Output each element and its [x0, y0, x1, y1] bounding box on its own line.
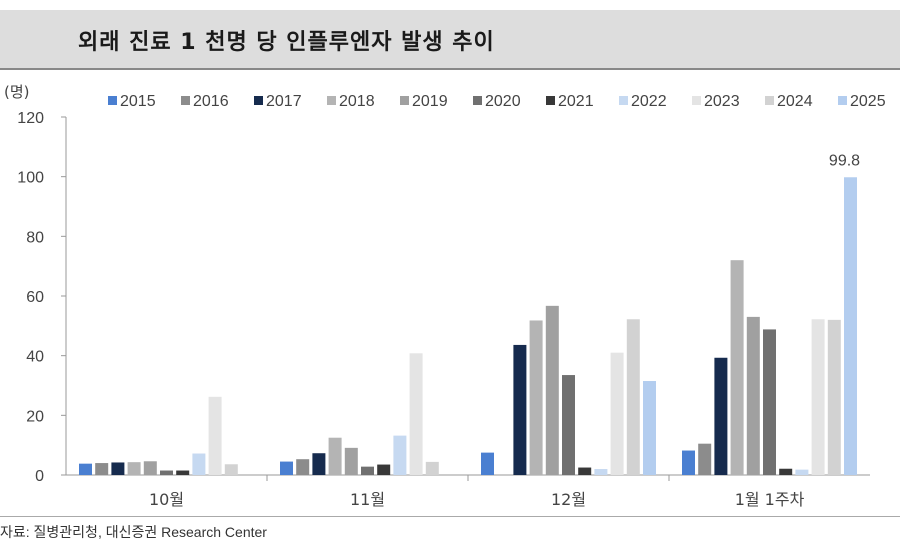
y-tick-label: 40 — [26, 349, 44, 366]
bar-2025-2 — [643, 381, 656, 475]
legend-label-2018: 2018 — [339, 93, 375, 110]
bar-2021-2 — [578, 467, 592, 475]
bar-2024-0 — [224, 464, 238, 475]
bar-2017-0 — [111, 462, 125, 475]
bar-2019-2 — [545, 305, 559, 475]
legend-swatch-2023 — [692, 96, 701, 105]
legend-label-2017: 2017 — [266, 93, 302, 110]
footer-divider — [0, 516, 900, 517]
bar-2022-2 — [594, 469, 608, 475]
bar-2017-1 — [312, 453, 326, 475]
bar-2017-2 — [513, 344, 527, 475]
bar-2021-1 — [377, 464, 391, 475]
bar-2021-3 — [779, 468, 793, 475]
legend-swatch-2024 — [765, 96, 774, 105]
legend-label-2024: 2024 — [777, 93, 813, 110]
y-tick-label: 60 — [26, 289, 44, 306]
bar-2015-1 — [280, 461, 293, 475]
y-unit-label: (명) — [4, 83, 30, 101]
bar-2018-2 — [529, 320, 543, 475]
legend-label-2019: 2019 — [412, 93, 448, 110]
chart-labels: 0 20 40 60 80 100 120 (명) 10월 11월 12월 1월 1주차 99.8 — [4, 83, 860, 509]
legend-swatch-2022 — [619, 96, 628, 105]
bar-2023-0 — [208, 396, 222, 475]
chart-bars — [79, 177, 857, 475]
legend-swatch-2025 — [838, 96, 847, 105]
y-tick-label: 120 — [17, 110, 44, 127]
legend-swatch-2015 — [108, 96, 117, 105]
bar-2020-0 — [160, 470, 173, 475]
legend-label-2025: 2025 — [850, 93, 886, 110]
legend-label-2015: 2015 — [120, 93, 156, 110]
legend-swatch-2021 — [546, 96, 555, 105]
legend-swatch-2018 — [327, 96, 336, 105]
bar-2020-3 — [763, 329, 776, 475]
y-tick-label: 80 — [26, 229, 44, 246]
chart-title: 외래 진료 1 천명 당 인플루엔자 발생 추이 — [78, 30, 495, 55]
bar-chart: 2015 2016 2017 2018 2019 2020 2021 2022 2023 2024… — [4, 83, 886, 509]
source-note: 자료: 질병관리청, 대신증권 Research Center — [0, 524, 267, 540]
legend-label-2022: 2022 — [631, 93, 667, 110]
legend-label-2016: 2016 — [193, 93, 229, 110]
bar-2025-3 — [844, 177, 857, 475]
bar-2019-1 — [344, 447, 358, 475]
bar-2023-1 — [409, 353, 423, 475]
y-tick-label: 0 — [35, 468, 44, 485]
bar-2016-0 — [95, 463, 109, 475]
bar-2018-0 — [127, 462, 141, 475]
legend-swatch-2020 — [473, 96, 482, 105]
bar-2018-1 — [328, 437, 342, 475]
x-tick-label: 1월 1주차 — [735, 490, 805, 509]
legend-label-2023: 2023 — [704, 93, 740, 110]
bar-2023-3 — [811, 319, 825, 475]
bar-2022-0 — [192, 453, 206, 475]
bar-2017-3 — [714, 357, 728, 475]
title-underline — [0, 68, 900, 70]
chart-legend: 2015 2016 2017 2018 2019 2020 2021 2022 2023 2024… — [108, 93, 886, 110]
bar-2019-0 — [143, 461, 157, 475]
legend-swatch-2019 — [400, 96, 409, 105]
bar-2024-2 — [626, 319, 640, 475]
bar-2018-3 — [730, 260, 744, 475]
bar-2022-3 — [795, 469, 809, 475]
bar-2022-1 — [393, 435, 407, 475]
y-tick-label: 100 — [17, 170, 44, 187]
bar-2016-1 — [296, 459, 310, 475]
bar-2023-2 — [610, 352, 624, 475]
legend-label-2021: 2021 — [558, 93, 594, 110]
bar-2016-3 — [698, 443, 712, 475]
bar-2015-0 — [79, 463, 92, 475]
bar-2015-3 — [682, 450, 695, 475]
bar-2020-1 — [361, 466, 374, 475]
bar-2021-0 — [176, 470, 190, 475]
x-tick-label: 12월 — [551, 490, 586, 509]
legend-swatch-2017 — [254, 96, 263, 105]
y-tick-label: 20 — [26, 408, 44, 425]
legend-label-2020: 2020 — [485, 93, 521, 110]
x-tick-label: 10월 — [149, 490, 184, 509]
bar-2015-2 — [481, 452, 494, 475]
bar-2019-3 — [746, 316, 760, 475]
bar-2020-2 — [562, 375, 575, 475]
bar-2024-1 — [425, 461, 439, 475]
bar-2024-3 — [827, 319, 841, 475]
data-label: 99.8 — [829, 152, 860, 169]
x-tick-label: 11월 — [350, 490, 385, 509]
legend-swatch-2016 — [181, 96, 190, 105]
chart-title-bar: 외래 진료 1 천명 당 인플루엔자 발생 추이 — [0, 10, 900, 70]
